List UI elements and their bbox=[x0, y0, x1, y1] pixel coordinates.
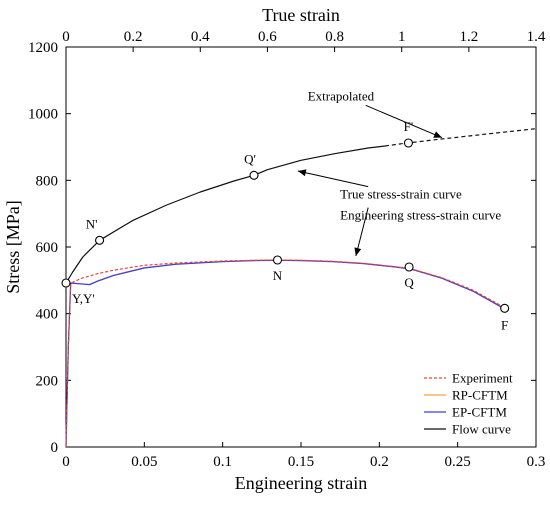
top-x-tick-label: 1 bbox=[398, 29, 406, 45]
y-tick-label: 400 bbox=[36, 307, 59, 323]
annotation-label: Engineering stress-strain curve bbox=[340, 208, 501, 223]
y-tick-label: 1000 bbox=[28, 107, 58, 123]
y-axis-title: Stress [MPa] bbox=[3, 200, 23, 294]
x-axis-title: Engineering strain bbox=[235, 473, 367, 493]
x-tick-label: 0.15 bbox=[288, 454, 314, 470]
y-tick-label: 1200 bbox=[28, 40, 58, 56]
ticks-layer: 0 0.05 0.1 0.15 0.2 0.25 0.3 0 0.2 0.4 0.6 0.8 1 1.2 1… bbox=[28, 29, 546, 470]
annotation-layer: Extrapolated True stress-strain curve Engi… bbox=[297, 88, 501, 257]
series-line-ep-cftm bbox=[65, 259, 505, 448]
x-tick-label: 0.3 bbox=[527, 454, 546, 470]
marker-layer: Y,Y' N' Q' F' N Q F bbox=[61, 119, 510, 332]
top-x-tick-label: 1.4 bbox=[527, 29, 546, 45]
y-tick-label: 0 bbox=[51, 440, 59, 456]
x-tick-label: 0.2 bbox=[370, 454, 389, 470]
marker-label: N bbox=[273, 268, 283, 283]
top-x-tick-label: 0.2 bbox=[124, 29, 143, 45]
marker-point bbox=[61, 278, 71, 288]
marker-label: Y,Y' bbox=[72, 291, 95, 306]
legend-label: Flow curve bbox=[452, 422, 511, 437]
annotation-arrow-shaft bbox=[297, 170, 369, 188]
series-line-rp-cftm bbox=[65, 259, 505, 448]
marker-label: Q bbox=[404, 275, 414, 290]
marker-point bbox=[272, 255, 283, 265]
x-tick-label: 0.25 bbox=[445, 454, 471, 470]
annotation-arrow-shaft bbox=[355, 207, 369, 257]
y-tick-label: 800 bbox=[36, 173, 59, 189]
marker-point bbox=[95, 235, 105, 245]
top-x-tick-label: 0.8 bbox=[325, 29, 344, 45]
legend-label: RP-CFTM bbox=[452, 388, 508, 403]
y-tick-label: 200 bbox=[36, 373, 59, 389]
marker-label: Q' bbox=[244, 151, 256, 166]
legend-label: Experiment bbox=[452, 371, 513, 386]
top-x-axis-title: True strain bbox=[262, 5, 340, 25]
series-line-flow-curve bbox=[65, 145, 385, 284]
legend: Experiment RP-CFTM EP-CFTM Flow curve bbox=[424, 371, 513, 437]
marker-label: F bbox=[501, 317, 508, 332]
marker-point bbox=[403, 138, 413, 148]
annotation-label: True stress-strain curve bbox=[340, 187, 462, 202]
x-tick-label: 0.05 bbox=[131, 454, 157, 470]
series-line-extrapolated bbox=[384, 128, 537, 147]
marker-point bbox=[404, 262, 414, 272]
marker-label: F' bbox=[404, 119, 414, 134]
y-tick-label: 600 bbox=[36, 240, 59, 256]
marker-point bbox=[249, 170, 259, 180]
annotation-arrowhead bbox=[354, 247, 362, 256]
top-x-tick-label: 0.6 bbox=[258, 29, 277, 45]
annotation-arrow-shaft bbox=[365, 104, 443, 139]
marker-label: N' bbox=[86, 216, 98, 231]
annotation-label: Extrapolated bbox=[308, 88, 375, 103]
series-line-experiment bbox=[65, 259, 505, 448]
x-tick-label: 0 bbox=[62, 454, 70, 470]
top-x-tick-label: 0.4 bbox=[191, 29, 210, 45]
top-x-tick-label: 1.2 bbox=[459, 29, 478, 45]
annotation-arrowhead bbox=[433, 131, 442, 138]
x-tick-label: 0.1 bbox=[213, 454, 232, 470]
marker-point bbox=[500, 303, 510, 313]
top-x-tick-label: 0 bbox=[62, 29, 70, 45]
legend-label: EP-CFTM bbox=[452, 405, 507, 420]
annotation-arrowhead bbox=[297, 169, 307, 177]
